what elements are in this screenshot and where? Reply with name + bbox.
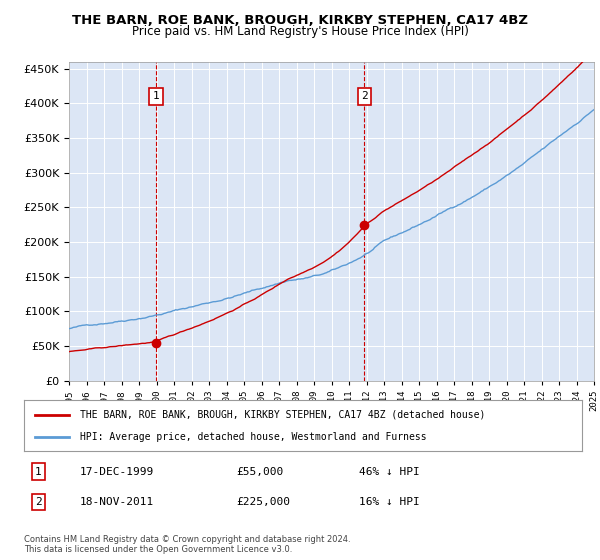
Text: 16% ↓ HPI: 16% ↓ HPI (359, 497, 419, 507)
Text: 17-DEC-1999: 17-DEC-1999 (80, 467, 154, 477)
Text: 1: 1 (152, 91, 159, 101)
Text: 2: 2 (35, 497, 42, 507)
Text: THE BARN, ROE BANK, BROUGH, KIRKBY STEPHEN, CA17 4BZ: THE BARN, ROE BANK, BROUGH, KIRKBY STEPH… (72, 14, 528, 27)
Text: £55,000: £55,000 (236, 467, 283, 477)
Text: THE BARN, ROE BANK, BROUGH, KIRKBY STEPHEN, CA17 4BZ (detached house): THE BARN, ROE BANK, BROUGH, KIRKBY STEPH… (80, 409, 485, 419)
Text: 18-NOV-2011: 18-NOV-2011 (80, 497, 154, 507)
Text: 46% ↓ HPI: 46% ↓ HPI (359, 467, 419, 477)
Text: Contains HM Land Registry data © Crown copyright and database right 2024.
This d: Contains HM Land Registry data © Crown c… (24, 535, 350, 554)
Text: Price paid vs. HM Land Registry's House Price Index (HPI): Price paid vs. HM Land Registry's House … (131, 25, 469, 38)
Text: 2: 2 (361, 91, 368, 101)
Text: HPI: Average price, detached house, Westmorland and Furness: HPI: Average price, detached house, West… (80, 432, 427, 442)
Text: £225,000: £225,000 (236, 497, 290, 507)
Text: 1: 1 (35, 467, 42, 477)
